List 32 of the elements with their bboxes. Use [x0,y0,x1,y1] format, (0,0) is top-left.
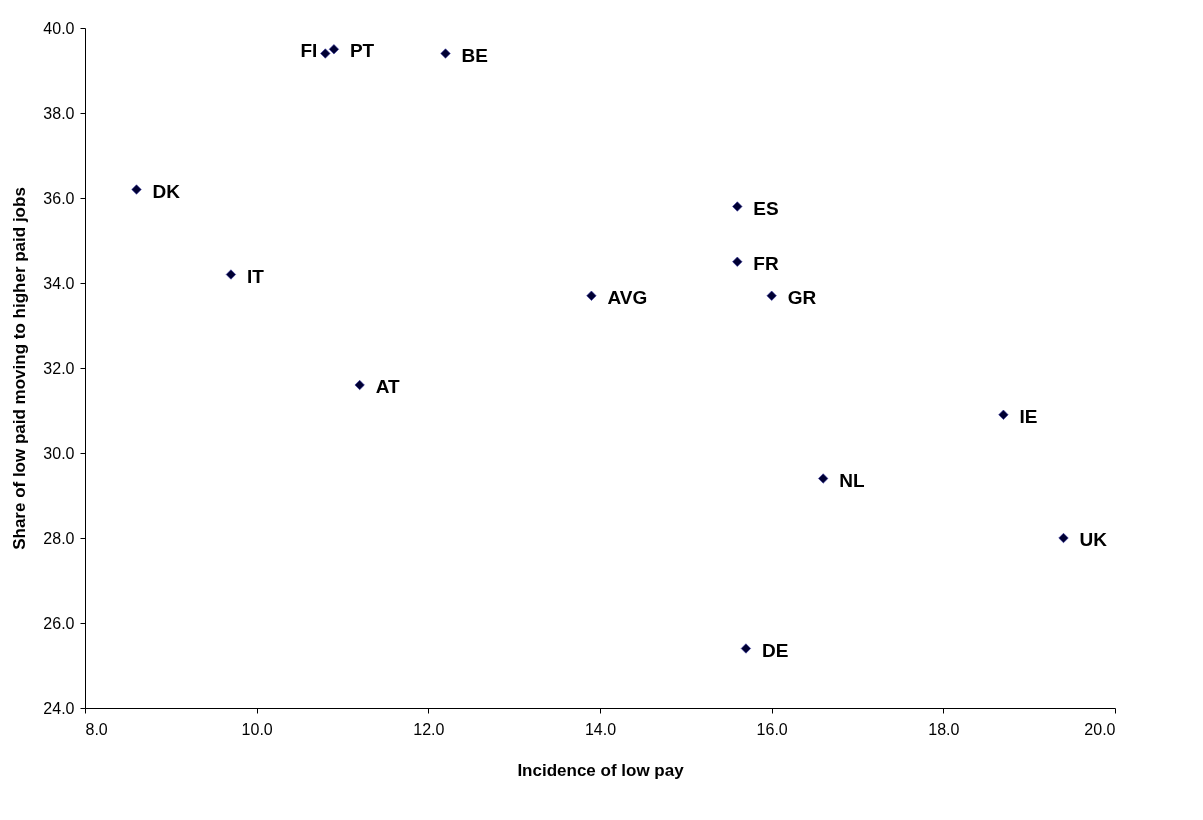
x-tick-label: 20.0 [1084,720,1116,738]
y-tick-label: 34.0 [43,274,75,292]
x-tick-label: 16.0 [756,720,788,738]
annotation: PT [349,40,375,62]
y-tick-label: 26.0 [43,614,75,632]
x-tick-label: 18.0 [928,720,960,738]
annotation: UK [1079,529,1108,550]
annotation: DK [152,180,181,202]
annotation: GR [787,286,817,308]
y-tick-label: 40.0 [43,19,75,37]
annotation: FR [753,252,779,274]
y-tick-label: 38.0 [43,104,75,122]
annotation: FI [300,39,318,61]
annotation: IE [1019,405,1038,427]
x-tick-label: 8.0 [85,720,108,738]
annotation: NL [839,469,865,491]
y-axis-title: Share of low paid moving to higher paid jobs [10,187,30,550]
x-axis-title: Incidence of low pay [517,760,685,780]
y-tick-label: 24.0 [43,699,75,717]
y-tick-label: 36.0 [43,189,75,207]
y-tick-label: 28.0 [43,529,75,547]
annotation: DE [761,639,789,661]
annotation: BE [461,44,488,66]
x-tick-label: 10.0 [241,720,273,738]
annotation: AT [375,376,400,397]
y-tick-label: 30.0 [43,444,75,462]
annotation: IT [246,265,265,287]
annotation: ES [753,197,779,219]
x-tick-label: 12.0 [413,720,445,738]
annotation: AVG [607,286,648,308]
y-tick-label: 32.0 [43,359,75,377]
x-tick-label: 14.0 [584,720,617,738]
